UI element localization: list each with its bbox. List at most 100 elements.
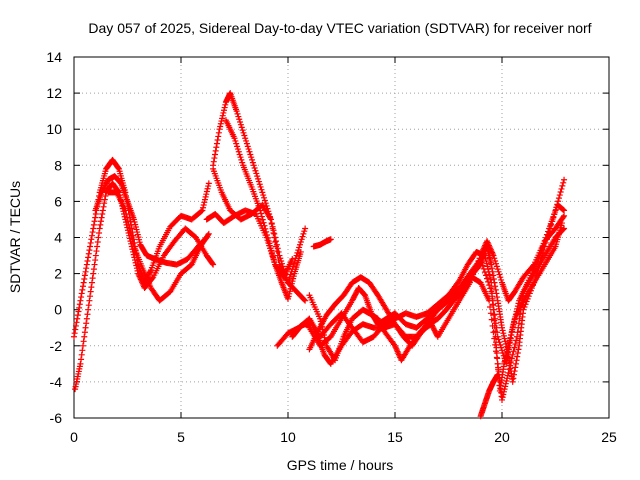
data-point: [122, 207, 129, 214]
x-tick-label: 0: [70, 429, 78, 445]
data-point: [101, 200, 108, 207]
data-point: [327, 236, 334, 243]
data-point: [83, 320, 90, 327]
data-point: [493, 344, 500, 351]
data-point: [205, 183, 212, 190]
data-point: [542, 234, 549, 241]
data-point: [95, 234, 102, 241]
data-point: [510, 375, 517, 382]
data-point: [92, 214, 99, 221]
grid: [74, 57, 609, 418]
data-point: [221, 104, 228, 111]
data-point: [132, 259, 139, 266]
data-point: [198, 208, 205, 215]
y-tick-label: 8: [54, 157, 62, 173]
data-point: [248, 154, 255, 161]
data-point: [74, 312, 81, 319]
data-point: [511, 318, 518, 325]
data-point: [493, 350, 500, 357]
data-point: [244, 143, 251, 150]
data-point: [235, 113, 242, 120]
data-point: [491, 317, 498, 324]
data-point: [149, 275, 156, 282]
data-point: [558, 185, 565, 192]
data-point: [492, 286, 499, 293]
data-point: [89, 229, 96, 236]
data-point: [205, 180, 212, 187]
data-point: [258, 210, 265, 217]
data-point: [508, 329, 515, 336]
data-point: [77, 360, 84, 367]
data-point: [515, 320, 522, 327]
data-point: [494, 266, 501, 273]
data-series: [310, 236, 334, 250]
data-point: [128, 232, 135, 239]
data-point: [249, 159, 256, 166]
data-point: [545, 228, 552, 235]
data-point: [203, 191, 210, 198]
data-point: [274, 252, 281, 259]
data-point: [133, 262, 140, 269]
data-point: [243, 137, 250, 144]
data-point: [233, 140, 240, 147]
y-tick-label: 2: [54, 266, 62, 282]
data-point: [213, 144, 220, 151]
data-point: [556, 192, 563, 199]
data-point: [510, 371, 517, 378]
data-point: [513, 337, 520, 344]
data-point: [298, 236, 305, 243]
chart-title: Day 057 of 2025, Sidereal Day-to-day VTE…: [88, 20, 591, 36]
data-point: [514, 329, 521, 336]
data-point: [147, 268, 154, 275]
y-tick-label: 10: [46, 121, 62, 137]
data-point: [507, 334, 514, 341]
data-point: [249, 156, 256, 163]
data-series: [289, 321, 313, 340]
data-point: [210, 158, 217, 165]
data-point: [237, 121, 244, 128]
data-point: [251, 165, 258, 172]
data-point: [482, 255, 489, 262]
data-point: [505, 342, 512, 349]
data-point: [488, 279, 495, 286]
data-point: [81, 276, 88, 283]
data-point: [237, 154, 244, 161]
data-point: [271, 258, 278, 265]
data-point: [261, 194, 268, 201]
data-point: [218, 118, 225, 125]
data-point: [265, 239, 272, 246]
data-point: [490, 272, 497, 279]
data-point: [217, 120, 224, 127]
data-point: [238, 124, 245, 131]
data-point: [205, 230, 212, 237]
data-point: [89, 275, 96, 282]
data-point: [126, 225, 133, 232]
data-point: [87, 239, 94, 246]
data-point: [478, 259, 485, 266]
data-point: [481, 252, 488, 259]
data-point: [90, 225, 97, 232]
data-point: [543, 231, 550, 238]
y-tick-label: 4: [54, 230, 62, 246]
data-point: [540, 240, 547, 247]
data-point: [259, 216, 266, 223]
data-point: [79, 283, 86, 290]
data-point: [499, 327, 506, 334]
data-point: [500, 391, 507, 398]
data-point: [499, 394, 506, 401]
data-point: [215, 129, 222, 136]
data-point: [492, 283, 499, 290]
data-point: [79, 286, 86, 293]
data-point: [561, 207, 568, 214]
data-point: [88, 284, 95, 291]
y-tick-label: -2: [50, 338, 63, 354]
data-point: [260, 219, 267, 226]
data-point: [499, 324, 505, 331]
data-point: [86, 297, 93, 304]
data-point: [500, 330, 507, 337]
y-tick-label: -6: [50, 410, 63, 426]
data-point: [82, 268, 89, 275]
data-point: [502, 383, 509, 390]
data-point: [124, 214, 131, 221]
data-point: [98, 214, 105, 221]
